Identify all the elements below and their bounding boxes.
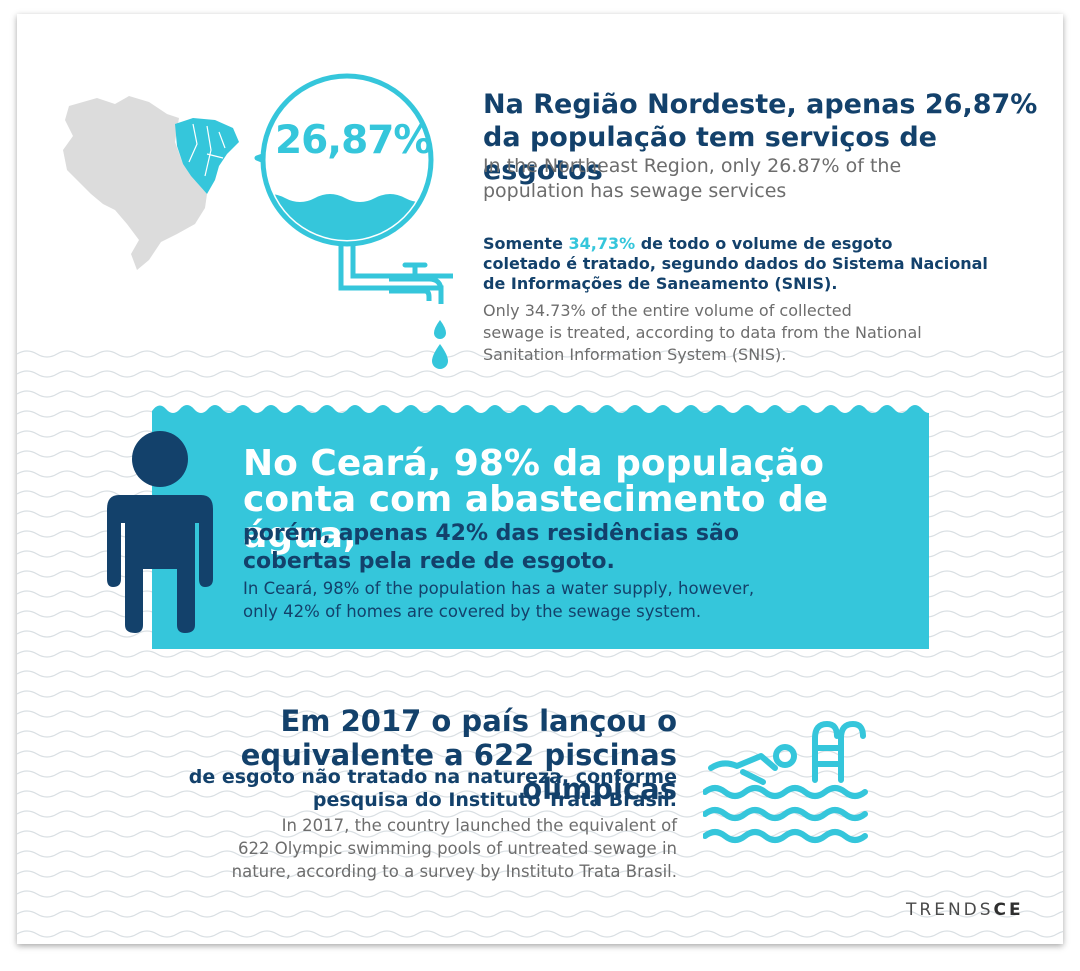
ceara-subheadline-line: cobertas pela rede de esgoto. [243,549,615,574]
background-wave-line [17,350,1063,358]
infographic-card: 26,87% Na Região Nordeste, apenas 26,87%… [17,14,1063,944]
snis-highlight: 34,73% [568,234,636,253]
logo-part-trends: TRENDS [906,900,994,920]
faucet-icon [389,262,444,301]
northeast-subtitle-line: population has sewage services [483,180,787,202]
background-wave-line [17,930,1063,938]
background-wave-line [17,910,1063,918]
water-gauge-icon [254,73,453,304]
northeast-subtitle-line: In the Northeast Region, only 26.87% of … [483,155,902,177]
snis-title-first-line: Somente 34,73% de todo o volume de esgot… [483,234,1043,254]
background-wave-line [17,850,1063,858]
snis-title: Somente 34,73% de todo o volume de esgot… [483,234,1043,294]
background-wave-line [17,890,1063,898]
snis-title-line: de Informações de Saneamento (SNIS). [483,274,838,293]
pools-title: Em 2017 o país lançou o equivalente a 62… [117,704,677,806]
pools-english-line: 622 Olympic swimming pools of untreated … [237,839,677,858]
background-wave-line [17,870,1063,878]
pool-ladder-icon [812,721,840,783]
pools-title-line: equivalente a 622 piscinas olímpicas [240,738,677,806]
background-wave-line [17,750,1063,758]
water-drop-icon [432,320,448,369]
snis-subtitle-line: Sanitation Information System (SNIS). [483,345,787,364]
ceara-banner [152,405,929,649]
background-wave-line [17,730,1063,738]
trendsce-logo: TRENDSCE [906,900,1024,920]
ceara-headline-line: conta com abastecimento de água, [243,479,829,556]
person-icon [107,431,213,633]
ceara-headline-line: No Ceará, 98% da população [243,443,824,484]
background-wave-line [17,770,1063,778]
background-wave-line [17,810,1063,818]
snis-subtitle-line: Only 34.73% of the entire volume of coll… [483,301,852,320]
pools-english-line: nature, according to a survey by Institu… [231,862,677,881]
ceara-english-line: only 42% of homes are covered by the sew… [243,602,702,621]
gauge-value: 26,87% [275,118,432,163]
background-wave-line [17,690,1063,698]
swimmer-icon [703,721,868,843]
background-wave-line [17,370,1063,378]
northeast-title-line: da população tem serviços de esgotos [483,122,937,186]
pools-title-line: Em 2017 o país lançou o [280,704,677,738]
background-wave-line [17,650,1063,658]
northeast-title: Na Região Nordeste, apenas 26,87% da pop… [483,88,1053,187]
snis-title-post: de todo o volume de esgoto [635,234,893,253]
ceara-subheadline-line: porém, apenas 42% das residências são [243,521,739,546]
ceara-headline: No Ceará, 98% da população conta com aba… [243,446,923,554]
background-wave-line [17,390,1063,398]
logo-part-ce: CE [993,900,1024,920]
snis-title-line: coletado é tratado, segundo dados do Sis… [483,254,988,273]
pools-subtitle-line: de esgoto não tratado na natureza, confo… [188,766,677,788]
northeast-subtitle: In the Northeast Region, only 26.87% of … [483,154,1043,204]
snis-title-pre: Somente [483,234,569,253]
brazil-map-icon [63,96,239,270]
pools-subtitle: de esgoto não tratado na natureza, confo… [117,766,677,812]
snis-subtitle-line: sewage is treated, according to data fro… [483,323,922,342]
ceara-english: In Ceará, 98% of the population has a wa… [243,577,923,623]
pools-subtitle-line: pesquisa do Instituto Trata Brasil. [312,789,677,811]
ceara-subheadline: porém, apenas 42% das residências são co… [243,520,923,576]
pools-english-line: In 2017, the country launched the equiva… [281,816,677,835]
northeast-title-line: Na Região Nordeste, apenas 26,87% [483,89,1038,120]
pools-english: In 2017, the country launched the equiva… [117,814,677,883]
background-wave-line [17,710,1063,718]
ceara-english-line: In Ceará, 98% of the population has a wa… [243,579,755,598]
snis-subtitle: Only 34.73% of the entire volume of coll… [483,300,1043,366]
background-wave-line [17,790,1063,798]
background-wave-line [17,670,1063,678]
background-wave-line [17,830,1063,838]
